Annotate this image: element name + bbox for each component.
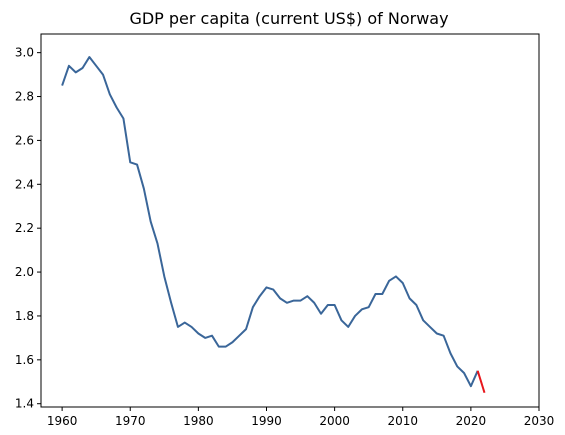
- y-tick-label: 1.8: [15, 309, 34, 323]
- y-tick-label: 1.6: [15, 353, 34, 367]
- y-tick-label: 2.2: [15, 221, 34, 235]
- y-tick-label: 1.4: [15, 397, 34, 411]
- y-tick-label: 2.8: [15, 90, 34, 104]
- y-tick-label: 2.0: [15, 265, 34, 279]
- y-tick-label: 2.4: [15, 177, 34, 191]
- x-tick-label: 2000: [319, 414, 350, 428]
- x-tick-label: 2030: [524, 414, 555, 428]
- series-line-1: [476, 370, 486, 394]
- chart-title: GDP per capita (current US$) of Norway: [129, 9, 448, 28]
- plot-area: [61, 56, 486, 394]
- x-tick-label: 1960: [47, 414, 78, 428]
- y-tick-label: 2.6: [15, 133, 34, 147]
- y-tick-label: 3.0: [15, 46, 34, 60]
- plot-frame: [40, 33, 540, 408]
- x-tick-label: 1970: [115, 414, 146, 428]
- x-tick-label: 1980: [183, 414, 214, 428]
- axes: 1960 1970 1980 1990 2000 2010 2020 2030 1.4 1.6 1.…: [15, 33, 555, 428]
- x-tick-label: 1990: [251, 414, 282, 428]
- series-line-0: [61, 56, 479, 388]
- x-tick-label: 2020: [456, 414, 487, 428]
- x-tick-label: 2010: [387, 414, 418, 428]
